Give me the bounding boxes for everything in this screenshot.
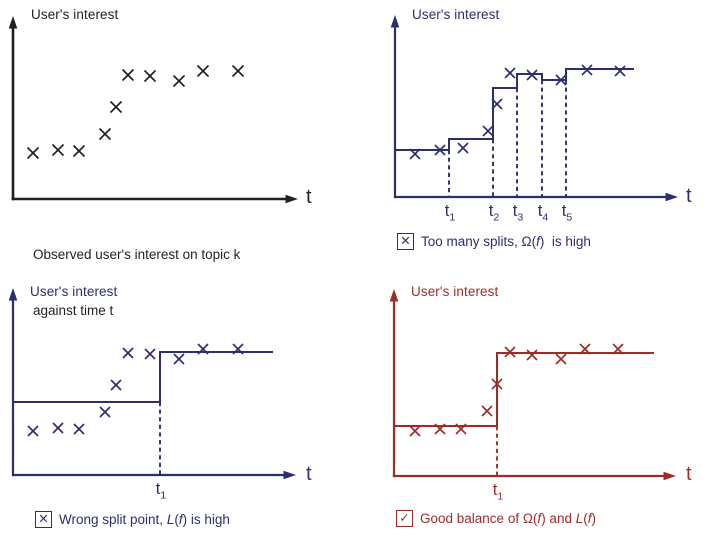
axis-split-label: t1 (155, 480, 167, 502)
axis-split-label: t1 (492, 481, 504, 503)
x-axis-t-label-good-balance: t (686, 463, 692, 485)
axis-split-label: t2 (488, 202, 500, 224)
check-checkbox-icon: ✓ (396, 510, 413, 527)
caption-text: Good balance of Ω(f) and L(f) (420, 511, 596, 526)
caption-wrong-split: ✕ Wrong split point, L(f) is high (35, 511, 230, 528)
axis-split-label: t1 (444, 202, 456, 224)
y-axis-title-wrong-split: User's interest (30, 284, 118, 299)
caption-line: against time t (33, 302, 114, 318)
x-axis-t-label-observed: t (306, 186, 312, 208)
caption-text: Wrong split point, L(f) is high (59, 512, 230, 527)
x-checkbox-icon: ✕ (397, 233, 414, 250)
x-axis-t-label-wrong-split: t (306, 463, 312, 485)
axis-split-label: t5 (561, 202, 573, 224)
caption-too-many-splits: ✕ Too many splits, Ω(f) is high (397, 233, 591, 250)
y-axis-title-too-many-splits: User's interest (412, 7, 500, 22)
caption-good-balance: ✓ Good balance of Ω(f) and L(f) (396, 510, 596, 527)
caption-observed: Observed user's interest on topic k agai… (33, 209, 240, 357)
x-axis-t-label-too-many-splits: t (686, 185, 692, 207)
y-axis-title-observed: User's interest (31, 7, 119, 22)
axis-split-label: t3 (512, 202, 524, 224)
caption-text: Too many splits, Ω(f) is high (421, 234, 591, 249)
axis-split-label: t4 (537, 202, 549, 224)
x-checkbox-icon: ✕ (35, 511, 52, 528)
caption-line: Observed user's interest on topic k (33, 247, 241, 262)
y-axis-title-good-balance: User's interest (411, 284, 499, 299)
